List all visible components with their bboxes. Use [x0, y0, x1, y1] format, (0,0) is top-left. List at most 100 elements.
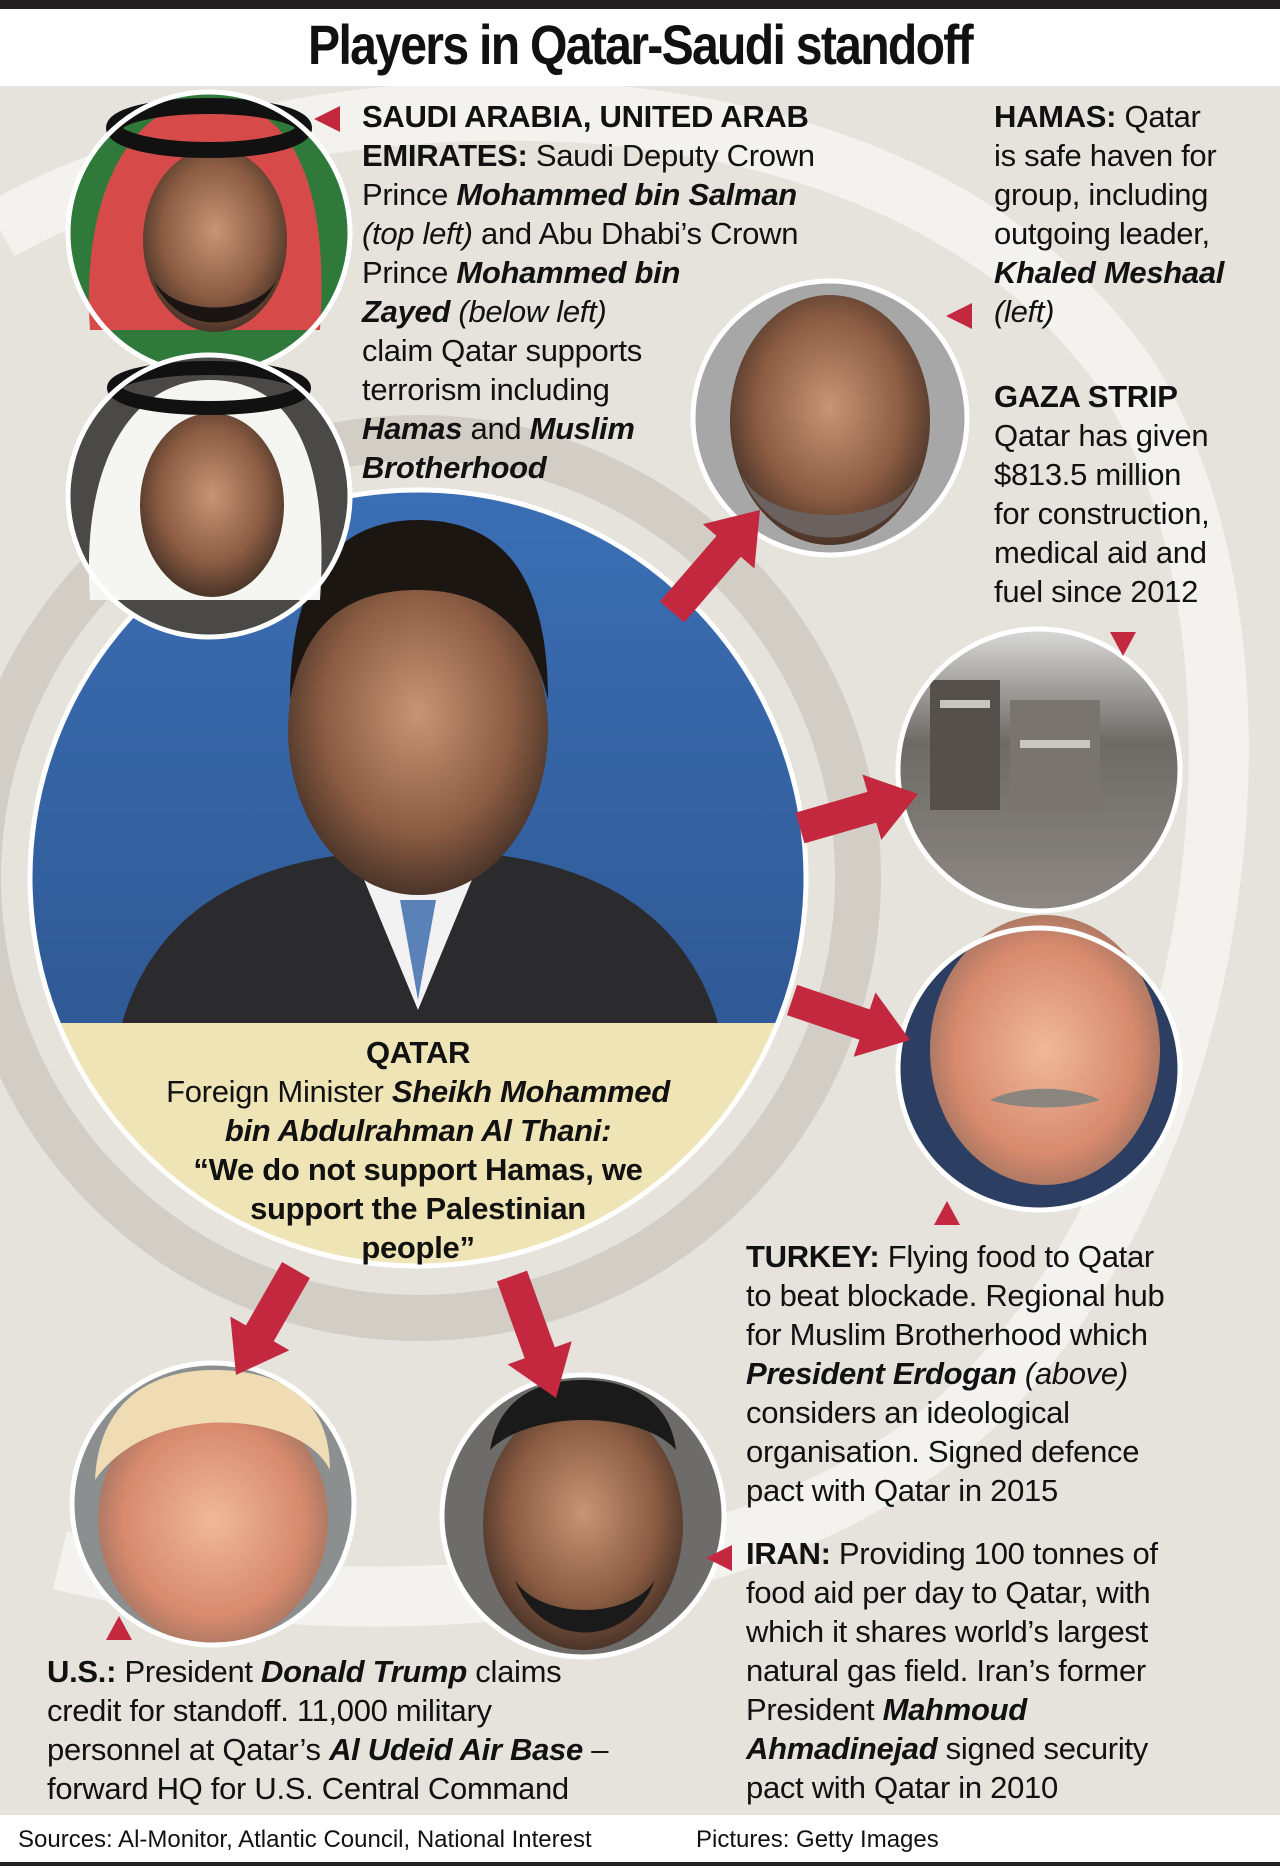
photo-gaza-rubble: [895, 626, 1183, 914]
text-segment: natural gas field. Iran’s former: [746, 1653, 1146, 1688]
text-line: President Erdogan (above): [746, 1354, 1164, 1393]
emphasis-segment: HAMAS:: [994, 99, 1117, 134]
text-saudi-uae: SAUDI ARABIA, UNITED ARAB EMIRATES: Saudi…: [362, 97, 815, 487]
emphasis-segment: “We do not support Hamas, we: [193, 1152, 643, 1187]
text-line: medical aid and: [994, 533, 1209, 572]
emphasis-segment: support the Palestinian: [250, 1191, 586, 1226]
text-segment: medical aid and: [994, 535, 1207, 570]
arrow-to-turkey: [786, 984, 910, 1057]
emphasis-segment: (below left): [450, 294, 607, 329]
text-line: U.S.: President Donald Trump claims: [47, 1652, 608, 1691]
text-line: (top left) and Abu Dhabi’s Crown: [362, 214, 815, 253]
emphasis-segment: Sheikh Mohammed: [391, 1074, 670, 1109]
text-line: IRAN: Providing 100 tonnes of: [746, 1534, 1158, 1573]
arrow-to-iran: [496, 1270, 572, 1398]
text-line: President Mahmoud: [746, 1690, 1158, 1729]
text-segment: $813.5 million: [994, 457, 1182, 492]
emphasis-segment: SAUDI ARABIA, UNITED ARAB: [362, 99, 809, 134]
arrow-to-gaza: [795, 774, 918, 844]
text-line: support the Palestinian: [118, 1189, 718, 1228]
text-segment: Saudi Deputy Crown: [527, 138, 815, 173]
text-segment: Foreign Minister: [166, 1074, 392, 1109]
text-line: bin Abdulrahman Al Thani:: [118, 1111, 718, 1150]
emphasis-segment: Muslim: [529, 411, 635, 446]
text-segment: food aid per day to Qatar, with: [746, 1575, 1151, 1610]
emphasis-segment: U.S.:: [47, 1654, 117, 1689]
emphasis-segment: Al Udeid Air Base: [329, 1732, 583, 1767]
text-hamas: HAMAS: Qatar is safe haven for group, incl…: [994, 97, 1224, 331]
text-segment: claims: [466, 1654, 562, 1689]
text-line: is safe haven for: [994, 136, 1224, 175]
text-line: considers an ideological: [746, 1393, 1164, 1432]
text-segment: pact with Qatar in 2015: [746, 1473, 1058, 1508]
emphasis-segment: (left): [994, 294, 1055, 329]
text-segment: –: [582, 1732, 609, 1767]
text-line: Zayed (below left): [362, 292, 815, 331]
text-segment: terrorism including: [362, 372, 610, 407]
photo-donald-trump: [69, 1360, 357, 1648]
text-line: personnel at Qatar’s Al Udeid Air Base –: [47, 1730, 609, 1769]
text-line: for construction,: [994, 494, 1210, 533]
text-segment: to beat blockade. Regional hub: [746, 1278, 1165, 1313]
text-line: pact with Qatar in 2010: [746, 1768, 1158, 1807]
text-line: Khaled Meshaal: [994, 253, 1224, 292]
footer: Sources: Al-Monitor, Atlantic Council, N…: [0, 1815, 1280, 1866]
text-line: for Muslim Brotherhood which: [746, 1315, 1164, 1354]
text-line: QATAR: [118, 1033, 718, 1072]
emphasis-segment: Brotherhood: [362, 450, 547, 485]
page-title: Players in Qatar-Saudi standoff: [308, 13, 974, 76]
text-segment: Qatar has given: [994, 418, 1209, 453]
pointer-saudi: [314, 106, 340, 132]
text-segment: credit for standoff. 11,000 military: [47, 1693, 492, 1728]
text-line: outgoing leader,: [994, 214, 1224, 253]
text-line: GAZA STRIP: [994, 377, 1209, 416]
text-segment: Flying food to Qatar: [879, 1239, 1155, 1274]
emphasis-segment: QATAR: [365, 1035, 471, 1070]
text-line: food aid per day to Qatar, with: [746, 1573, 1158, 1612]
text-line: claim Qatar supports: [362, 331, 815, 370]
emphasis-segment: EMIRATES:: [362, 138, 528, 173]
photo-mahmoud-ahmadinejad: [439, 1372, 727, 1660]
text-line: credit for standoff. 11,000 military: [47, 1691, 608, 1730]
text-line: $813.5 million: [994, 455, 1209, 494]
pointer-hamas: [946, 303, 972, 329]
text-line: SAUDI ARABIA, UNITED ARAB: [362, 97, 815, 136]
text-line: TURKEY: Flying food to Qatar: [746, 1237, 1164, 1276]
photo-khaled-meshaal: [690, 278, 970, 558]
emphasis-segment: IRAN:: [746, 1536, 831, 1571]
diagram-art: [0, 86, 1249, 1660]
text-segment: is safe haven for: [994, 138, 1217, 173]
emphasis-segment: (above): [1016, 1356, 1128, 1391]
text-segment: Prince: [362, 177, 457, 212]
emphasis-segment: GAZA STRIP: [994, 379, 1178, 414]
photo-mohammed-bin-salman: [65, 89, 353, 377]
text-line: pact with Qatar in 2015: [746, 1471, 1164, 1510]
emphasis-segment: (top left): [362, 216, 473, 251]
text-gaza-strip: GAZA STRIP Qatar has given $813.5 million f…: [994, 377, 1210, 611]
text-line: Prince Mohammed bin Salman: [362, 175, 815, 214]
emphasis-segment: Mohammed bin: [456, 255, 681, 290]
text-segment: and Abu Dhabi’s Crown: [472, 216, 799, 251]
emphasis-segment: President Erdogan: [746, 1356, 1017, 1391]
pictures-credit: Pictures: Getty Images: [696, 1826, 939, 1853]
text-line: Qatar has given: [994, 416, 1209, 455]
text-segment: considers an ideological: [746, 1395, 1070, 1430]
text-line: to beat blockade. Regional hub: [746, 1276, 1165, 1315]
text-segment: personnel at Qatar’s: [47, 1732, 330, 1767]
text-line: terrorism including: [362, 370, 815, 409]
emphasis-segment: people”: [361, 1230, 475, 1265]
text-line: forward HQ for U.S. Central Command: [47, 1769, 608, 1808]
text-line: (left): [994, 292, 1224, 331]
text-line: Hamas and Muslim: [362, 409, 815, 448]
emphasis-segment: TURKEY:: [746, 1239, 880, 1274]
text-segment: for Muslim Brotherhood which: [746, 1317, 1148, 1352]
photo-mohammed-bin-zayed: [65, 352, 353, 640]
emphasis-segment: Mahmoud: [882, 1692, 1028, 1727]
text-iran: IRAN: Providing 100 tonnes of food aid pe…: [746, 1534, 1158, 1807]
text-segment: claim Qatar supports: [362, 333, 642, 368]
text-line: Prince Mohammed bin: [362, 253, 815, 292]
pointer-turkey: [934, 1201, 960, 1225]
graphic-background: [0, 86, 1280, 1815]
emphasis-segment: Donald Trump: [261, 1654, 467, 1689]
emphasis-segment: Mohammed bin Salman: [456, 177, 797, 212]
